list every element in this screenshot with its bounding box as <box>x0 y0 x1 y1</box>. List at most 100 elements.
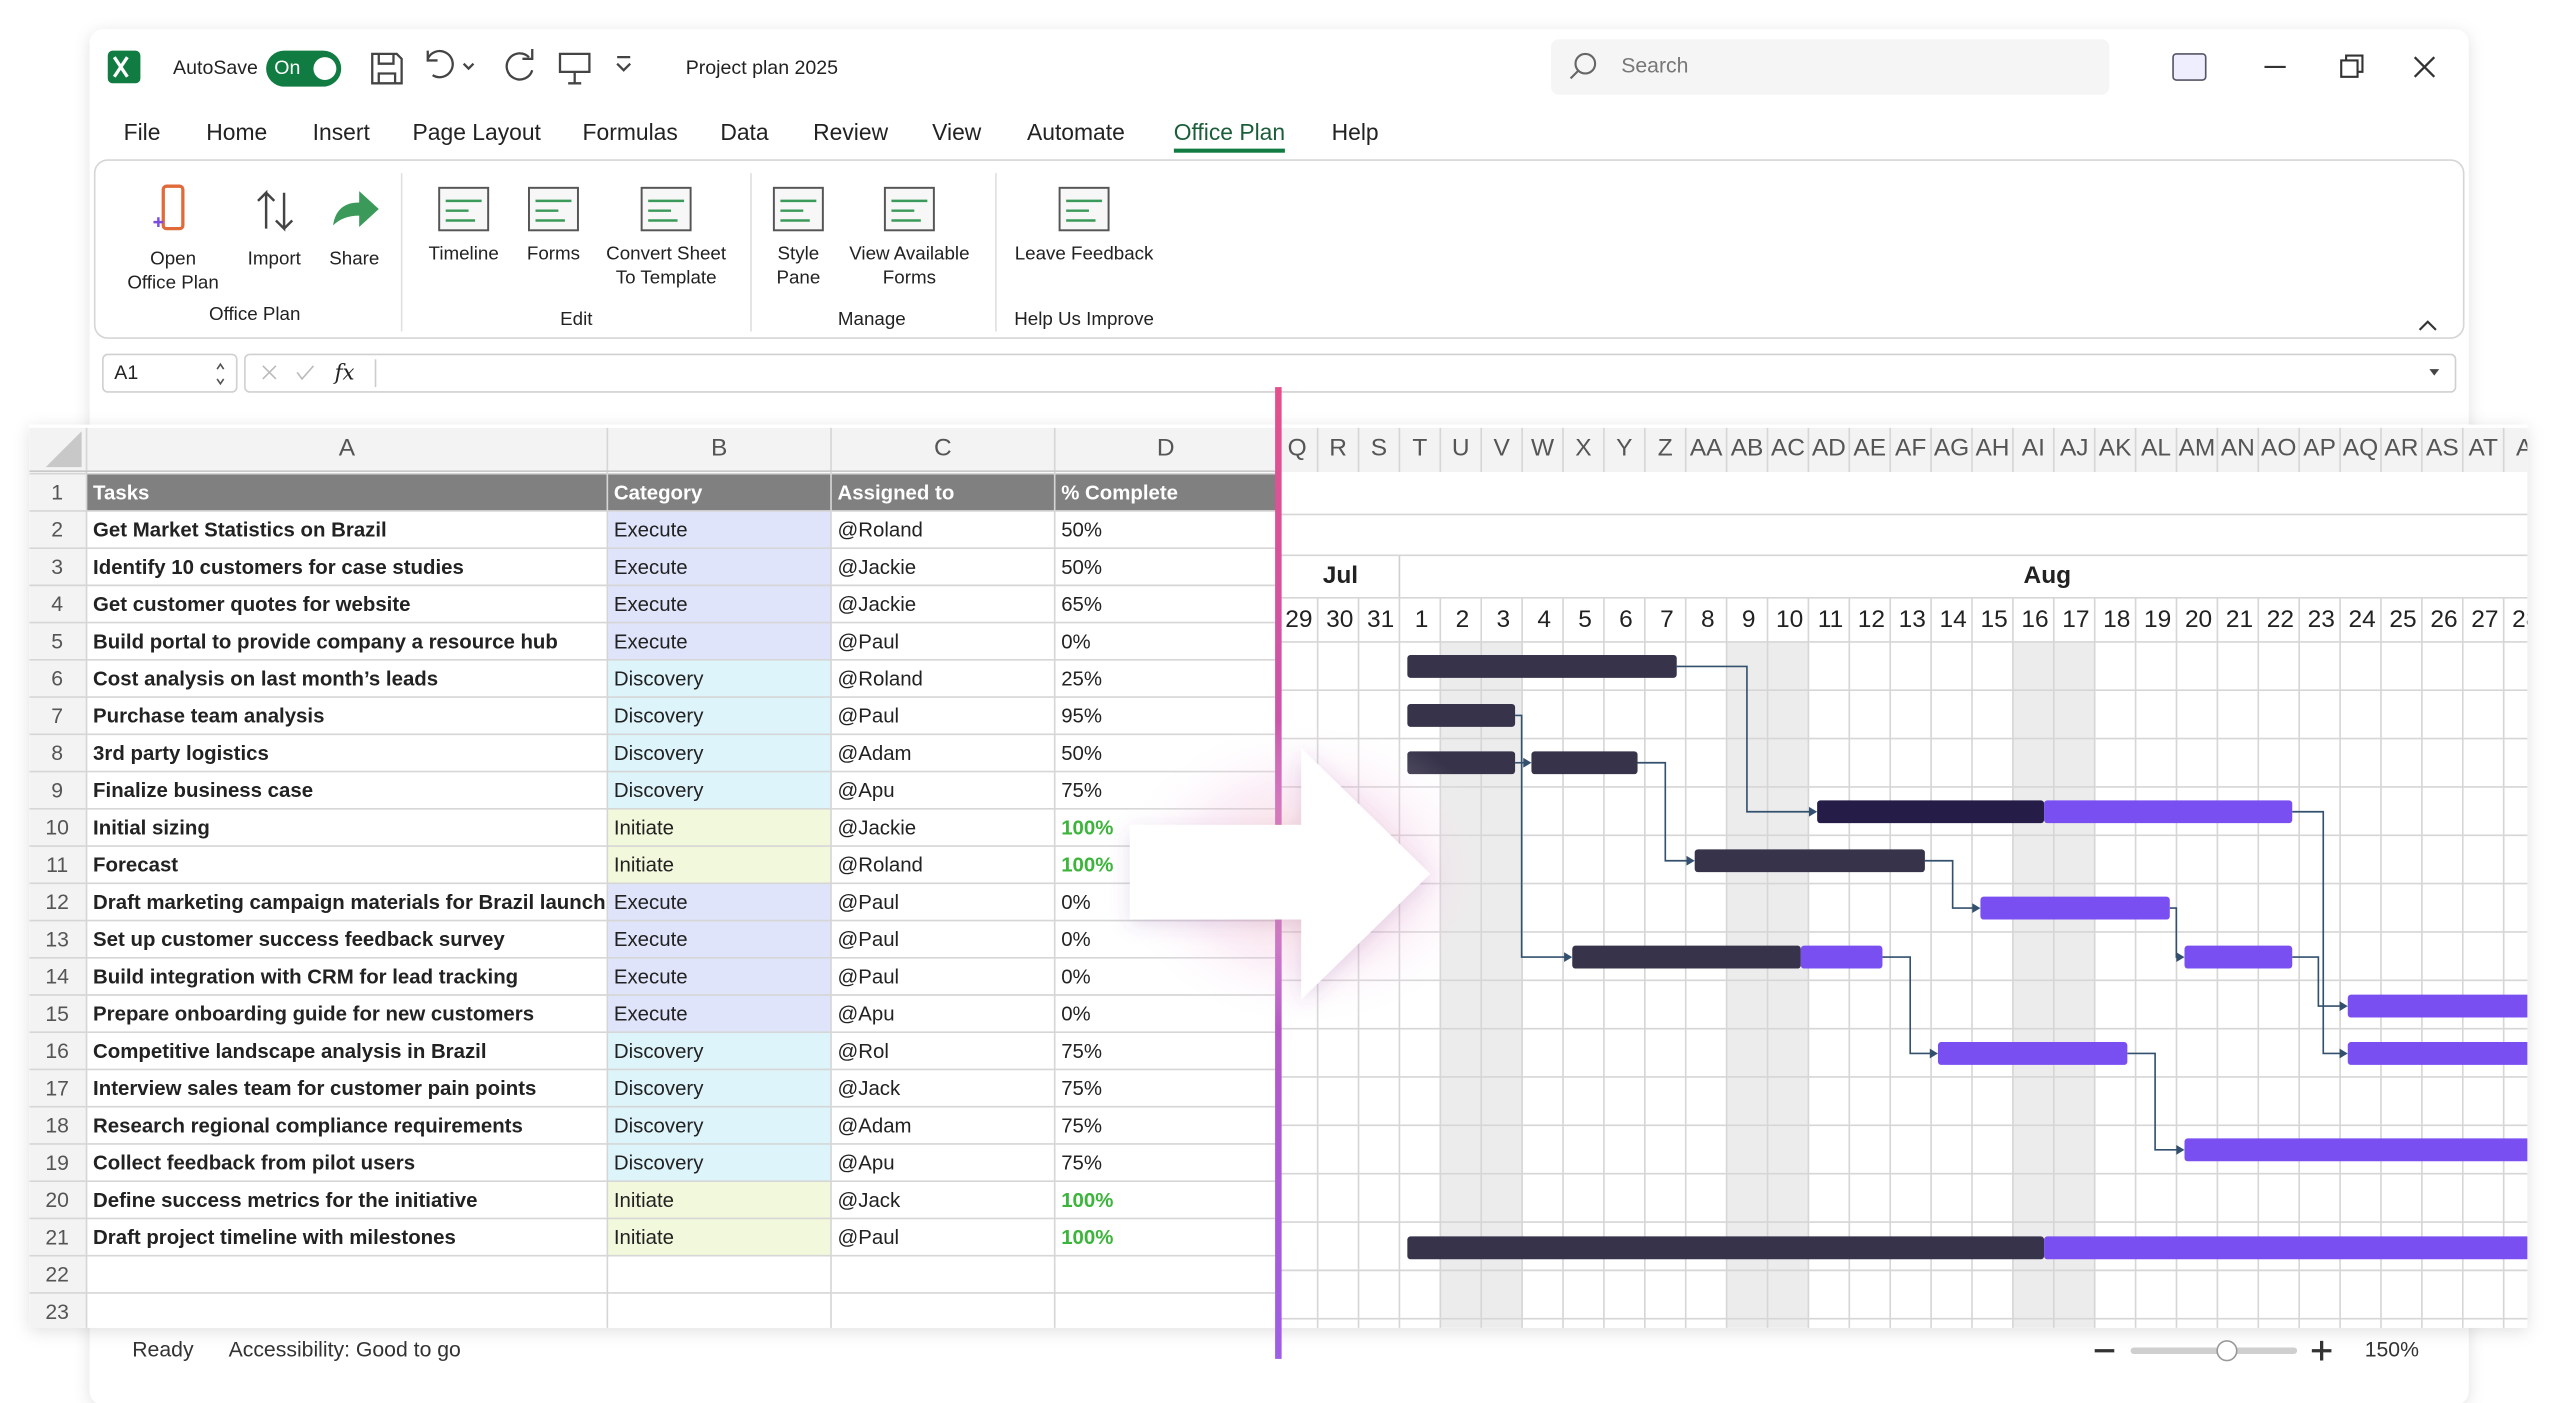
row-number[interactable]: 7 <box>51 705 63 728</box>
gantt-column-header[interactable]: U <box>1452 435 1470 462</box>
row-number[interactable]: 1 <box>51 482 63 505</box>
ribbon-button-label[interactable]: Import <box>248 248 302 269</box>
gantt-bar[interactable] <box>1531 751 1638 775</box>
select-all[interactable] <box>45 431 82 468</box>
profile-icon[interactable] <box>2172 53 2207 81</box>
gantt-bar[interactable] <box>2184 945 2293 969</box>
column-header[interactable]: C <box>934 435 952 462</box>
formula-input[interactable] <box>244 353 2457 393</box>
ribbon-tab[interactable]: Help <box>1332 119 1379 145</box>
gantt-column-header[interactable]: AA <box>1690 435 1723 462</box>
ribbon-button-label[interactable]: Open <box>150 248 196 269</box>
row-number[interactable]: 10 <box>45 817 69 840</box>
gantt-bar[interactable] <box>2184 1138 2540 1162</box>
gantt-column-header[interactable]: AD <box>1812 435 1846 462</box>
gantt-bar[interactable] <box>1800 945 1883 969</box>
column-header[interactable]: A <box>339 435 356 462</box>
ribbon-tab[interactable]: Page Layout <box>413 119 542 145</box>
zoom-level[interactable]: 150% <box>2365 1338 2419 1361</box>
ribbon-tab[interactable]: View <box>932 119 982 145</box>
gantt-column-header[interactable]: R <box>1329 435 1347 462</box>
ribbon-button-label[interactable]: Convert Sheet <box>606 243 727 264</box>
redo-button[interactable] <box>505 48 534 81</box>
row-number[interactable]: 12 <box>45 891 69 914</box>
gantt-bar[interactable] <box>2347 1042 2541 1065</box>
gantt-column-header[interactable]: Z <box>1658 435 1673 462</box>
gantt-column-header[interactable]: AP <box>2303 435 2336 462</box>
ribbon-button-label[interactable]: Office Plan <box>127 271 218 292</box>
gantt-column-header[interactable]: AQ <box>2343 435 2378 462</box>
gantt-bar[interactable] <box>1407 1236 2045 1260</box>
collapse-ribbon[interactable] <box>2418 320 2437 331</box>
ribbon-tab[interactable]: Data <box>720 119 769 145</box>
gantt-bar[interactable] <box>1572 945 1801 969</box>
gantt-column-header[interactable]: AB <box>1731 435 1764 462</box>
close-button[interactable] <box>2413 56 2436 78</box>
formula-expand[interactable] <box>2429 369 2440 376</box>
gantt-bar[interactable] <box>1937 1042 2128 1065</box>
gantt-column-header[interactable]: V <box>1494 435 1511 462</box>
ribbon-button-label[interactable]: Style <box>778 243 820 264</box>
row-number[interactable]: 11 <box>46 854 68 877</box>
gantt-bar[interactable] <box>1817 800 2045 824</box>
ribbon-button-label[interactable]: Forms <box>883 266 936 287</box>
gantt-column-header[interactable]: AS <box>2426 435 2459 462</box>
row-number[interactable]: 19 <box>45 1152 69 1175</box>
gantt-bar[interactable] <box>1407 703 1516 727</box>
row-number[interactable]: 21 <box>45 1226 69 1249</box>
gantt-column-header[interactable]: AH <box>1975 435 2009 462</box>
gantt-column-header[interactable]: T <box>1412 435 1427 462</box>
column-header[interactable]: D <box>1157 435 1175 462</box>
gantt-bar[interactable] <box>2044 800 2293 824</box>
row-number[interactable]: 16 <box>45 1040 69 1063</box>
save-button[interactable] <box>371 52 403 85</box>
present-button[interactable] <box>558 52 591 85</box>
zoom-thumb[interactable] <box>2216 1340 2238 1362</box>
gantt-column-header[interactable]: AF <box>1895 435 1926 462</box>
ribbon-button-label[interactable]: Forms <box>527 243 580 264</box>
row-number[interactable]: 15 <box>45 1003 69 1026</box>
gantt-column-header[interactable]: AR <box>2384 435 2418 462</box>
gantt-bar[interactable] <box>1407 654 1677 678</box>
ribbon-tab[interactable]: Review <box>813 119 888 145</box>
ribbon-button-label[interactable]: To Template <box>616 266 717 287</box>
gantt-column-header[interactable]: AI <box>2022 435 2045 462</box>
gantt-column-header[interactable]: AG <box>1934 435 1969 462</box>
row-number[interactable]: 9 <box>51 779 63 802</box>
row-number[interactable]: 6 <box>51 668 63 691</box>
row-number[interactable]: 18 <box>45 1115 69 1138</box>
search-box[interactable] <box>1551 39 2110 95</box>
ribbon-tab[interactable]: Automate <box>1027 119 1125 145</box>
zoom-slider[interactable] <box>2130 1347 2298 1355</box>
gantt-column-header[interactable]: X <box>1575 435 1591 462</box>
row-number[interactable]: 5 <box>51 630 63 653</box>
gantt-bar[interactable] <box>1694 849 1925 873</box>
ribbon-button-label[interactable]: Leave Feedback <box>1015 243 1154 264</box>
gantt-bar[interactable] <box>2044 1236 2540 1260</box>
gantt-column-header[interactable]: AE <box>1853 435 1886 462</box>
gantt-column-header[interactable]: AC <box>1771 435 1805 462</box>
ribbon-tab[interactable]: Home <box>206 119 267 145</box>
gantt-column-header[interactable]: W <box>1531 435 1555 462</box>
row-number[interactable]: 3 <box>51 556 63 579</box>
gantt-column-header[interactable]: Q <box>1288 435 1307 462</box>
gantt-column-header[interactable]: Y <box>1616 435 1632 462</box>
row-number[interactable]: 2 <box>51 519 63 542</box>
row-number[interactable]: 22 <box>45 1264 69 1287</box>
excel-icon[interactable] <box>107 50 141 84</box>
row-number[interactable]: 14 <box>45 966 69 989</box>
gantt-column-header[interactable]: AJ <box>2060 435 2089 462</box>
row-number[interactable]: 8 <box>51 742 63 765</box>
row-number[interactable]: 4 <box>51 593 63 616</box>
name-box[interactable] <box>102 353 238 393</box>
ribbon-button-label[interactable]: View Available <box>849 243 969 264</box>
gantt-column-header[interactable]: AT <box>2468 435 2498 462</box>
zoom-in[interactable] <box>2311 1340 2332 1361</box>
row-number[interactable]: 23 <box>45 1301 69 1324</box>
undo-button[interactable] <box>426 49 475 79</box>
gantt-column-header[interactable]: AM <box>2179 435 2216 462</box>
customize-button[interactable] <box>616 56 632 72</box>
gantt-bar[interactable] <box>2347 994 2541 1018</box>
ribbon-tab[interactable]: Office Plan <box>1174 119 1285 145</box>
row-number[interactable]: 17 <box>45 1077 69 1100</box>
